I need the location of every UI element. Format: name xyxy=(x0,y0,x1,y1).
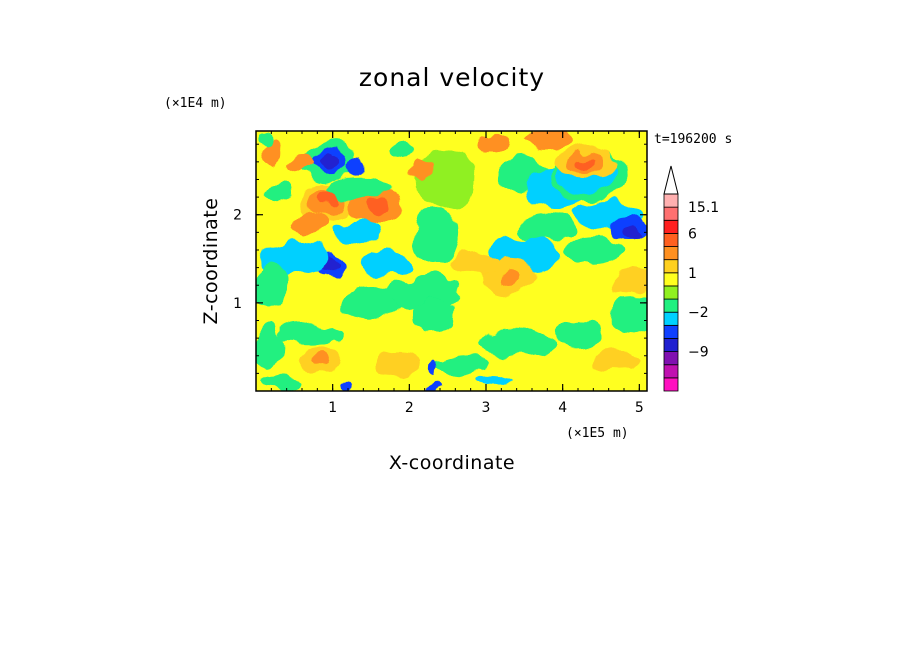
contour-region-59 xyxy=(267,182,291,204)
contour-region-11 xyxy=(292,212,327,235)
contour-region-46 xyxy=(413,298,452,334)
colorbar-label: −2 xyxy=(688,305,709,321)
colorbar-label: 6 xyxy=(688,226,697,242)
colorbar-label: −9 xyxy=(688,345,709,361)
x-tick-label: 4 xyxy=(558,400,567,416)
time-label: t=196200 s xyxy=(654,132,732,147)
x-tick-label: 1 xyxy=(328,400,337,416)
contour-region-22 xyxy=(417,148,479,211)
colorbar-label: 1 xyxy=(688,266,697,282)
contour-region-3 xyxy=(346,157,365,176)
contour-region-23 xyxy=(409,161,433,180)
colorbar: 15.1 6 1 −2 −9 xyxy=(663,165,719,392)
colorbar-level-1 xyxy=(663,364,679,379)
chart-title: zonal velocity xyxy=(359,63,545,92)
x-tick-label: 2 xyxy=(405,400,414,416)
plot-frame xyxy=(255,130,648,392)
x-axis: 1 2 3 4 5 xyxy=(270,131,644,416)
colorbar-level-7 xyxy=(663,285,679,300)
contour-region-31 xyxy=(622,227,641,238)
contour-region-51 xyxy=(311,353,331,368)
y-tick-label: 1 xyxy=(233,296,242,312)
y-axis: 12 xyxy=(233,143,647,374)
contour-region-53 xyxy=(340,381,356,391)
colorbar-level-13 xyxy=(663,206,679,221)
contour-region-47 xyxy=(436,355,490,374)
colorbar-level-0 xyxy=(663,377,679,392)
colorbar-level-4 xyxy=(663,324,679,339)
contour-region-5 xyxy=(259,142,283,164)
colorbar-label: 15.1 xyxy=(688,200,719,216)
colorbar-level-9 xyxy=(663,259,679,274)
contour-region-17 xyxy=(363,249,410,277)
contour-region-57 xyxy=(374,351,421,378)
contour-region-37 xyxy=(520,214,575,242)
contour-region-49 xyxy=(279,323,341,345)
contour-region-56 xyxy=(474,376,513,389)
contour-region-42 xyxy=(562,236,624,264)
contour-region-10 xyxy=(367,198,391,213)
contour-region-45 xyxy=(478,329,555,356)
contour-region-43 xyxy=(608,298,647,334)
y-tick-label: 2 xyxy=(233,208,242,224)
colorbar-level-11 xyxy=(663,232,679,247)
contour-field xyxy=(256,131,647,391)
contour-region-58 xyxy=(593,349,640,371)
contour-region-12 xyxy=(332,221,387,243)
contour-region-60 xyxy=(390,139,414,158)
y-axis-label: Z-coordinate xyxy=(200,198,222,325)
contour-region-35 xyxy=(524,131,571,151)
contour-region-40 xyxy=(451,249,498,277)
x-axis-label: X-coordinate xyxy=(389,452,515,474)
colorbar-level-12 xyxy=(663,219,679,234)
contour-region-18 xyxy=(256,263,287,308)
x-unit-label: (×1E5 m) xyxy=(566,426,629,441)
colorbar-level-2 xyxy=(663,351,679,366)
colorbar-level-3 xyxy=(663,338,679,353)
colorbar-level-8 xyxy=(663,272,679,287)
x-tick-label: 5 xyxy=(635,400,644,416)
contour-region-34 xyxy=(576,156,595,168)
contour-region-61 xyxy=(256,132,272,147)
x-tick-label: 3 xyxy=(482,400,491,416)
contour-region-13 xyxy=(328,177,391,199)
contour-region-19 xyxy=(340,287,402,319)
contour-region-2 xyxy=(319,154,339,169)
colorbar-level-10 xyxy=(663,246,679,261)
plot-area xyxy=(255,130,648,392)
contour-region-8 xyxy=(319,190,339,204)
contour-region-48 xyxy=(256,324,283,369)
contour-region-55 xyxy=(423,382,442,391)
colorbar-level-5 xyxy=(663,311,679,326)
contour-region-44 xyxy=(555,320,601,347)
contour-region-54 xyxy=(432,360,440,378)
contour-region-39 xyxy=(497,267,521,286)
contour-region-21 xyxy=(413,210,460,264)
colorbar-level-14 xyxy=(663,193,679,208)
contour-region-4 xyxy=(290,153,314,171)
contour-region-41 xyxy=(608,267,647,295)
colorbar-overflow-arrow xyxy=(663,165,679,195)
contour-region-25 xyxy=(478,135,509,154)
contour-region-52 xyxy=(259,375,299,390)
y-unit-label: (×1E4 m) xyxy=(164,96,227,111)
colorbar-level-6 xyxy=(663,298,679,313)
